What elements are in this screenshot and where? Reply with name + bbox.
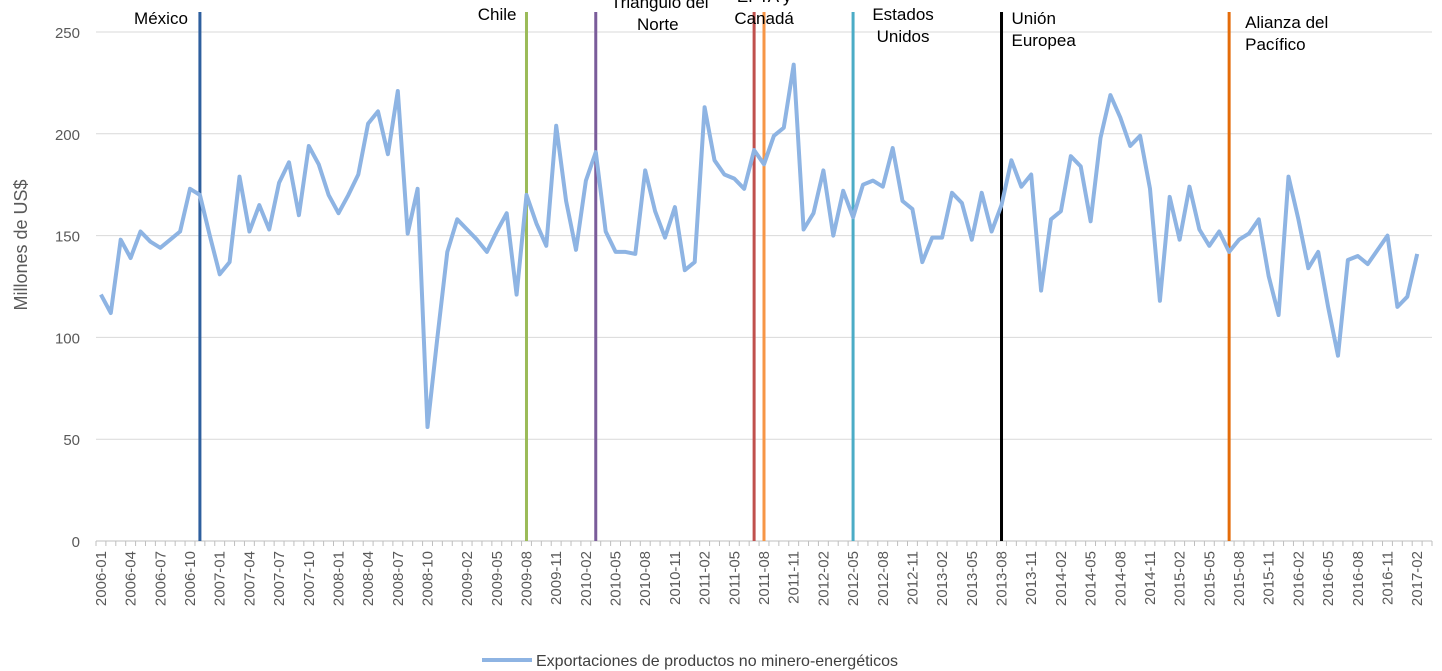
y-tick-label: 50 <box>63 432 80 449</box>
event-label: Chile <box>478 5 517 24</box>
x-tick-label: 2013-11 <box>1023 551 1040 605</box>
x-tick-label: 2010-08 <box>637 551 654 606</box>
x-tick-label: 2015-02 <box>1172 551 1189 606</box>
x-tick-label: 2016-05 <box>1320 551 1337 606</box>
x-tick-label: 2006-10 <box>182 551 199 606</box>
x-tick-label: 2016-08 <box>1350 551 1367 606</box>
y-tick-label: 250 <box>55 25 80 42</box>
event-label: Canadá <box>734 9 794 28</box>
event-label: Norte <box>637 15 679 34</box>
x-tick-label: 2007-01 <box>212 551 229 606</box>
legend: Exportaciones de productos no minero-ene… <box>482 653 898 670</box>
x-tick-label: 2008-07 <box>390 551 407 606</box>
x-tick-label: 2011-05 <box>726 551 743 605</box>
x-tick-label: 2010-11 <box>667 551 684 605</box>
x-tick-label: 2007-04 <box>241 551 258 606</box>
x-tick-label: 2013-05 <box>964 551 981 606</box>
event-label: Pacífico <box>1245 35 1305 54</box>
x-tick-label: 2014-11 <box>1142 551 1159 605</box>
x-tick-label: 2015-11 <box>1261 551 1278 605</box>
x-tick-label: 2007-07 <box>271 551 288 606</box>
event-label: Triángulo del <box>611 0 709 12</box>
x-tick-label: 2011-02 <box>697 551 714 605</box>
y-axis-label: Millones de US$ <box>11 179 31 310</box>
x-tick-label: 2015-08 <box>1231 551 1248 606</box>
x-tick-label: 2009-11 <box>548 551 565 605</box>
x-tick-label: 2016-11 <box>1379 551 1396 605</box>
x-tick-label: 2013-02 <box>934 551 951 606</box>
x-tick-label: 2016-02 <box>1290 551 1307 606</box>
x-tick-label: 2011-08 <box>756 551 773 605</box>
event-label: Estados <box>872 5 933 24</box>
x-tick-label: 2011-11 <box>786 551 803 604</box>
x-tick-label: 2012-08 <box>875 551 892 606</box>
x-tick-label: 2014-05 <box>1083 551 1100 606</box>
x-axis: 2006-01 2006-04 2006-07 2006-10 2007-01 2007-… <box>93 541 1433 606</box>
series-layer <box>99 62 1420 429</box>
event-label: EFTA y <box>737 0 792 6</box>
y-axis: 0 50 100 150 200 250 <box>55 25 80 551</box>
x-tick-label: 2012-02 <box>815 551 832 606</box>
x-tick-label: 2008-10 <box>420 551 437 606</box>
x-tick-label: 2006-01 <box>93 551 110 606</box>
event-label: Europea <box>1012 31 1077 50</box>
y-tick-label: 100 <box>55 330 80 347</box>
x-tick-label: 2010-02 <box>578 551 595 606</box>
x-tick-label: 2012-11 <box>904 551 921 605</box>
event-label: México <box>134 9 188 28</box>
y-tick-label: 150 <box>55 229 80 246</box>
x-tick-label: 2014-08 <box>1112 551 1129 606</box>
x-tick-label: 2013-08 <box>994 551 1011 606</box>
x-tick-label: 2015-05 <box>1201 551 1218 606</box>
series-line <box>99 62 1420 429</box>
x-tick-label: 2008-01 <box>330 551 347 606</box>
x-tick-label: 2008-04 <box>360 551 377 606</box>
legend-label: Exportaciones de productos no minero-ene… <box>536 653 898 670</box>
x-tick-label: 2006-04 <box>123 551 140 606</box>
event-labels: México Chile Triángulo del Norte EFTA y Canad… <box>134 0 1328 54</box>
x-tick-label: 2009-08 <box>518 551 535 606</box>
event-label: Alianza del <box>1245 13 1328 32</box>
x-tick-label: 2007-10 <box>301 551 318 606</box>
event-label: Unión <box>1012 9 1056 28</box>
x-tick-label: 2010-05 <box>608 551 625 606</box>
y-tick-label: 200 <box>55 127 80 144</box>
x-tick-label: 2006-07 <box>152 551 169 606</box>
event-label: Unidos <box>877 27 930 46</box>
x-tick-label: 2009-05 <box>489 551 506 606</box>
x-tick-label: 2014-02 <box>1053 551 1070 606</box>
y-tick-label: 0 <box>72 534 80 551</box>
x-tick-label: 2009-02 <box>459 551 476 606</box>
x-tick-label: 2012-05 <box>845 551 862 606</box>
x-tick-label: 2017-02 <box>1409 551 1426 606</box>
event-markers <box>198 12 1231 541</box>
